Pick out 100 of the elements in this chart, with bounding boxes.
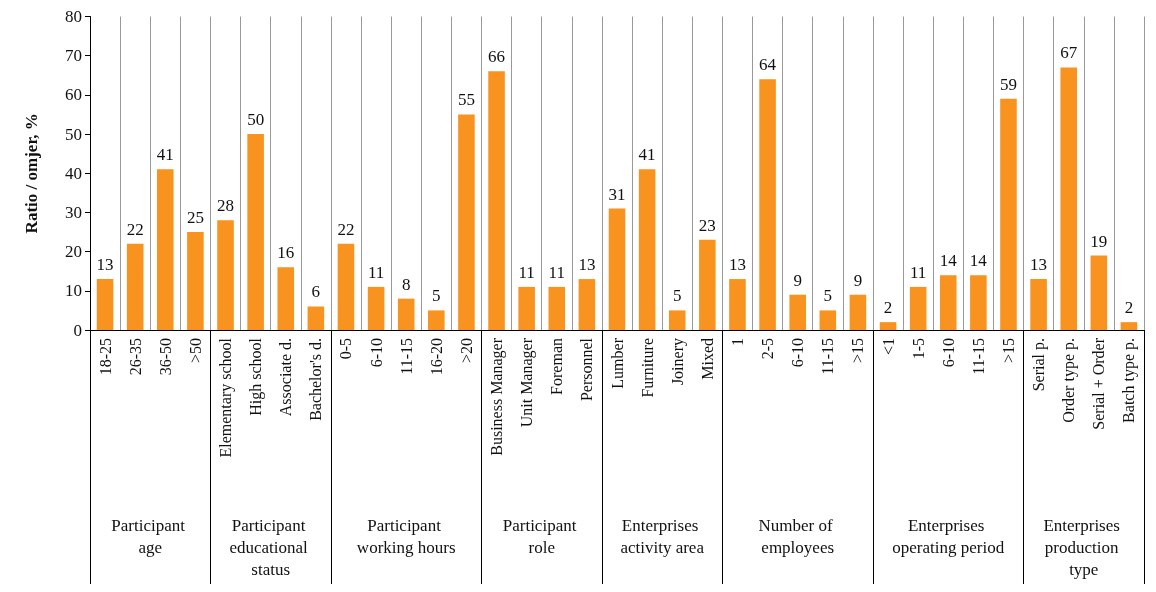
x-tick-label: >15 (849, 338, 867, 364)
data-label: 41 (156, 145, 174, 165)
bar (699, 239, 716, 330)
x-tick-label: Foreman (548, 338, 566, 395)
x-tick-label: 18-25 (96, 338, 114, 376)
bar (247, 134, 264, 330)
data-label: 19 (1090, 231, 1108, 251)
x-tick-label: Associate d. (277, 338, 295, 417)
data-label: 22 (126, 219, 144, 239)
bar (217, 220, 234, 330)
data-label: 67 (1060, 43, 1078, 63)
x-tick-label: Personnel (578, 337, 596, 402)
data-label: 13 (96, 255, 114, 275)
data-label: 5 (432, 286, 441, 306)
bar (277, 267, 295, 330)
data-label: 6 (311, 282, 321, 302)
data-label: 11 (367, 262, 385, 282)
bar (578, 279, 596, 330)
data-label: 13 (578, 255, 596, 275)
data-label: 9 (793, 270, 802, 290)
text: Participant age (111, 515, 190, 557)
data-label: 66 (488, 47, 506, 67)
x-tick-label: 0-5 (337, 338, 355, 360)
x-tick-label: <1 (879, 338, 897, 356)
x-tick-label: >20 (457, 338, 475, 364)
x-tick-label: 11-15 (969, 338, 987, 375)
bar (1120, 322, 1138, 330)
bar (488, 71, 505, 330)
data-label: 55 (457, 90, 475, 110)
data-label: 31 (608, 184, 626, 204)
x-tick-label: >50 (186, 338, 204, 364)
x-tick-label: >15 (999, 338, 1017, 364)
data-label: 5 (672, 286, 682, 306)
bar (157, 169, 174, 330)
data-label: 13 (1030, 255, 1048, 275)
x-tick-label: High school (247, 337, 266, 416)
data-label: 50 (247, 110, 265, 130)
bar (608, 208, 626, 330)
data-label: 23 (698, 215, 716, 235)
bar (849, 294, 867, 330)
x-tick-label: 6-10 (939, 338, 957, 368)
x-tick-label: 6-10 (789, 338, 807, 368)
text: Participant educational status (229, 515, 312, 579)
x-tick-label: Business Manager (488, 337, 507, 456)
data-label: 22 (337, 219, 355, 239)
text: Enterprises activity area (620, 515, 705, 557)
data-label: 2 (1124, 298, 1134, 318)
bar (548, 286, 566, 330)
bar (428, 310, 445, 330)
x-tick-label: Joinery (668, 338, 687, 386)
y-tick-label: 40 (65, 163, 82, 183)
bar (939, 275, 957, 330)
x-tick-label: 26-35 (126, 338, 144, 376)
bar (1000, 98, 1017, 330)
bar (970, 275, 987, 330)
y-tick-label: 0 (73, 320, 82, 340)
data-label: 11 (518, 262, 535, 282)
bar (307, 306, 325, 330)
x-tick-label: 11-15 (819, 338, 837, 375)
bar (1060, 67, 1077, 330)
bar (187, 232, 204, 330)
data-label: 13 (728, 255, 746, 275)
bar (638, 169, 656, 330)
x-tick-label: Batch type p. (1120, 338, 1139, 423)
x-tick-label: 36-50 (156, 338, 174, 376)
bar (367, 286, 385, 330)
bar (1090, 255, 1108, 330)
y-axis-title: Ratio / omjer, % (22, 113, 41, 234)
bar (789, 294, 806, 330)
data-label: 5 (823, 286, 833, 306)
bar (518, 286, 535, 330)
x-tick-label: Order type p. (1060, 338, 1079, 423)
y-tick-label: 30 (65, 202, 82, 222)
bar (879, 322, 897, 330)
x-tick-label: Serial p. (1030, 338, 1049, 392)
x-tick-label: Serial + Order (1090, 337, 1108, 430)
data-label: 16 (277, 243, 295, 263)
bar (397, 298, 415, 330)
bar (759, 79, 776, 330)
y-tick-label: 80 (65, 7, 82, 26)
y-tick-label: 60 (65, 85, 82, 105)
bar (337, 243, 355, 330)
x-tick-label: Elementary school (217, 337, 236, 458)
text: Enterprises production type (1043, 515, 1125, 579)
text: Enterprises operating period (892, 515, 1005, 557)
data-label: 11 (548, 262, 565, 282)
text: Number of employees (758, 515, 837, 557)
data-label: 41 (638, 145, 656, 165)
text: Participant role (502, 515, 581, 557)
y-tick-label: 70 (65, 46, 82, 66)
x-tick-label: Furniture (638, 338, 656, 398)
data-label: 28 (217, 196, 235, 216)
bar (819, 310, 837, 330)
data-label: 25 (186, 208, 204, 228)
bar (96, 279, 114, 330)
data-label: 64 (759, 55, 777, 75)
y-tick-label: 10 (65, 281, 82, 301)
data-label: 2 (883, 298, 893, 318)
bar (909, 286, 927, 330)
x-tick-label: 2-5 (759, 338, 777, 360)
